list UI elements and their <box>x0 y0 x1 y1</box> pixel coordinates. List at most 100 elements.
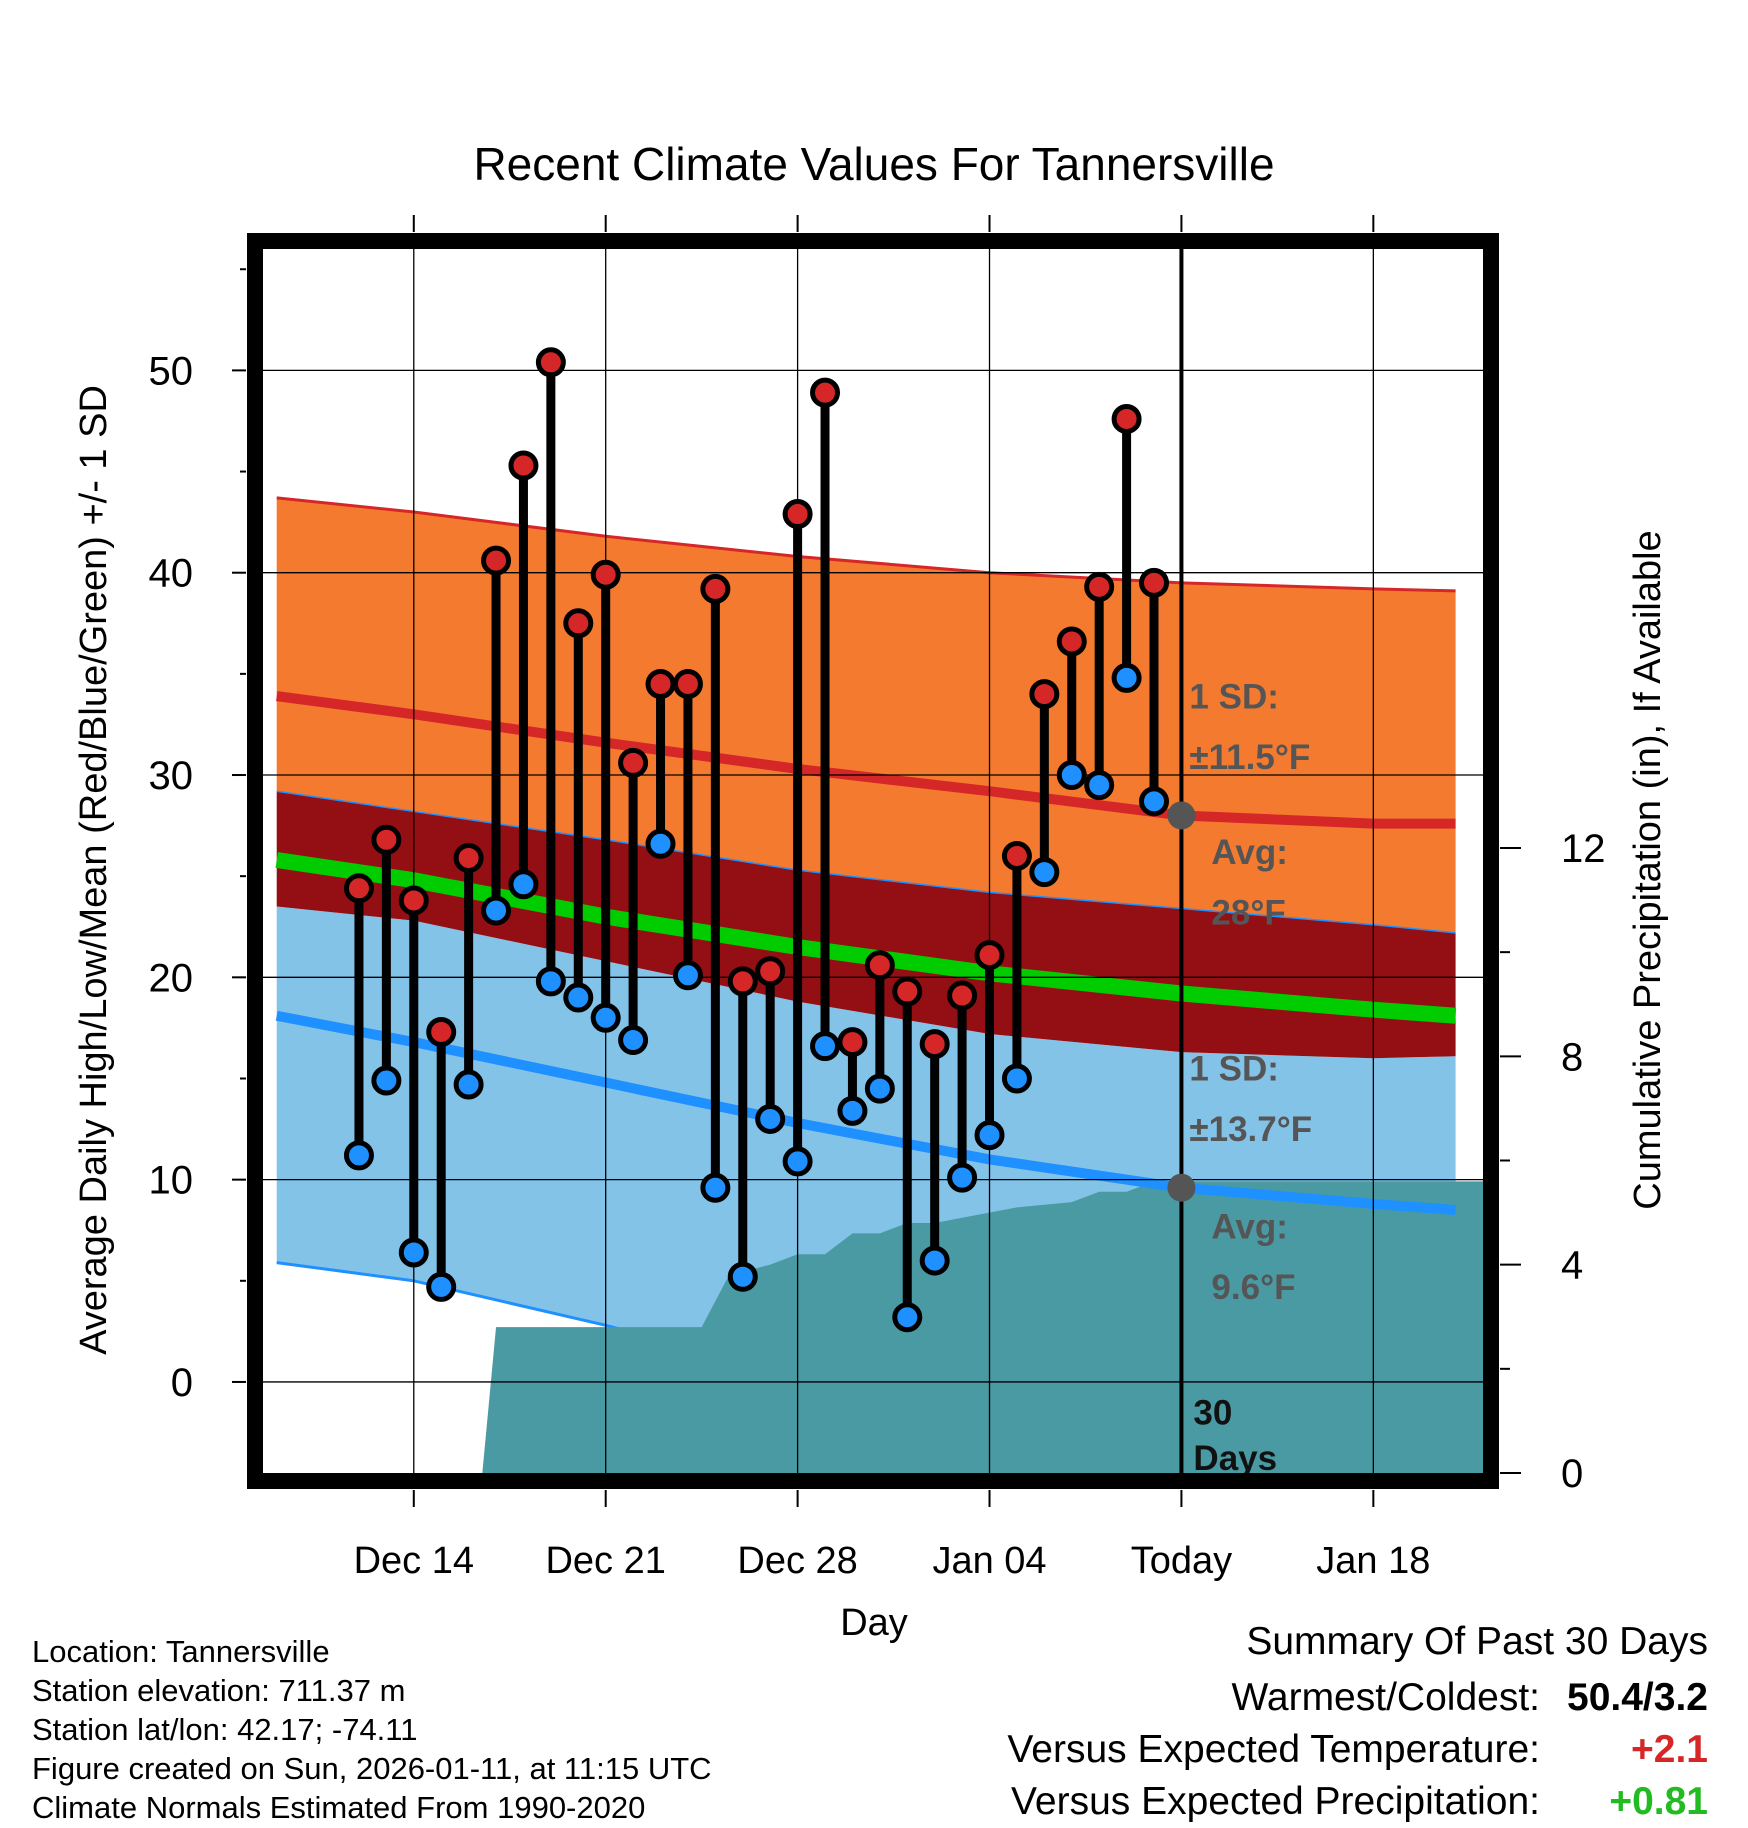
daily-high-point <box>810 377 841 408</box>
precipitation-area <box>482 1181 1483 1473</box>
daily-low-point <box>919 1245 950 1276</box>
precipitation-departure-value: +0.81 <box>1609 1780 1708 1823</box>
daily-low-point <box>974 1120 1005 1151</box>
daily-low-point <box>1139 786 1170 817</box>
y-tick-label: 30 <box>149 754 194 798</box>
summary-warmest-coldest: Warmest/Coldest: 50.4/3.2 <box>1007 1672 1708 1724</box>
daily-low-point <box>755 1103 786 1134</box>
daily-high-point <box>947 980 978 1011</box>
daily-low-point <box>1111 662 1142 693</box>
y-tick-label: 10 <box>149 1159 194 1203</box>
daily-high-point <box>1029 679 1060 710</box>
daily-high-point <box>398 885 429 916</box>
daily-high-point <box>727 966 758 997</box>
daily-high-point <box>892 976 923 1007</box>
precipitation-departure-label: Versus Expected Precipitation: <box>1011 1780 1540 1823</box>
daily-low-point <box>782 1146 813 1177</box>
temperature-departure-value: +2.1 <box>1631 1728 1708 1771</box>
precip-tick-label: 4 <box>1561 1244 1583 1288</box>
low-sd-value: ±13.7°F <box>1189 1110 1312 1149</box>
daily-high-point <box>645 668 676 699</box>
daily-high-point <box>700 573 731 604</box>
daily-low-point <box>508 869 539 900</box>
y-tick-label: 20 <box>149 956 194 1000</box>
daily-low-point <box>1084 770 1115 801</box>
high-sd-value: ±11.5°F <box>1189 738 1310 777</box>
station-info: Location: Tannersville Station elevation… <box>32 1632 712 1827</box>
daily-low-point <box>1056 760 1087 791</box>
x-tick-label: Dec 14 <box>354 1540 474 1582</box>
daily-low-point <box>453 1069 484 1100</box>
high-sd-upper-edge <box>276 496 1456 593</box>
daily-high-point <box>1001 840 1032 871</box>
daily-low-point <box>1001 1063 1032 1094</box>
daily-high-point <box>1084 571 1115 602</box>
daily-high-point <box>563 608 594 639</box>
precip-tick-label: 0 <box>1561 1452 1583 1496</box>
daily-high-point <box>919 1029 950 1060</box>
plot-frame <box>247 233 1499 1489</box>
high-sd-lower-edge <box>276 790 1456 934</box>
x-axis-label: Day <box>840 1602 908 1644</box>
daily-high-point <box>782 499 813 530</box>
warmest-coldest-label: Warmest/Coldest: <box>1231 1676 1540 1719</box>
daily-low-point <box>426 1271 457 1302</box>
daily-low-point <box>837 1095 868 1126</box>
daily-high-point <box>508 450 539 481</box>
summary-heading: Summary Of Past 30 Days <box>1246 1620 1708 1663</box>
high-sd-label: 1 SD: <box>1189 677 1278 716</box>
daily-high-point <box>837 1027 868 1058</box>
x-tick-label: Jan 18 <box>1316 1540 1430 1582</box>
y-tick-label: 40 <box>149 552 194 596</box>
summary-precipitation: Versus Expected Precipitation: +0.81 <box>1007 1776 1708 1828</box>
plot-content <box>263 249 1483 1473</box>
daily-high-point <box>974 940 1005 971</box>
daily-low-point <box>590 1002 621 1033</box>
today-low-avg-marker <box>1167 1173 1196 1202</box>
created-text: Figure created on Sun, 2026-01-11, at 11… <box>32 1751 712 1786</box>
daily-high-point <box>672 668 703 699</box>
daily-high-point <box>453 842 484 873</box>
summary-temperature: Versus Expected Temperature: +2.1 <box>1007 1724 1708 1776</box>
temperature-departure-label: Versus Expected Temperature: <box>1007 1728 1540 1771</box>
x-tick-label: Jan 04 <box>932 1540 1046 1582</box>
precip-tick-label: 8 <box>1561 1035 1583 1079</box>
normal-high-line <box>276 691 1456 829</box>
days-count-label: 30 <box>1193 1393 1232 1432</box>
daily-low-point <box>1029 857 1060 888</box>
daily-high-point <box>343 873 374 904</box>
daily-high-point <box>1139 567 1170 598</box>
latlon-text: Station lat/lon: 42.17; -74.11 <box>32 1712 418 1747</box>
normals-text: Climate Normals Estimated From 1990-2020 <box>32 1790 646 1825</box>
low-avg-label: Avg: <box>1211 1207 1287 1246</box>
daily-low-point <box>371 1065 402 1096</box>
daily-low-point <box>672 960 703 991</box>
high-avg-label: Avg: <box>1211 833 1287 872</box>
daily-low-point <box>700 1172 731 1203</box>
daily-low-point <box>535 966 566 997</box>
high-avg-value: 28°F <box>1211 894 1285 933</box>
daily-high-point <box>481 545 512 576</box>
daily-high-point <box>1056 626 1087 657</box>
daily-high-point <box>371 824 402 855</box>
daily-high-point <box>590 559 621 590</box>
x-tick-label: Dec 28 <box>737 1540 857 1582</box>
daily-high-point <box>426 1016 457 1047</box>
daily-low-point <box>343 1140 374 1171</box>
warmest-coldest-value: 50.4/3.2 <box>1567 1676 1708 1719</box>
summary-panel: Summary Of Past 30 Days Warmest/Coldest:… <box>1007 1620 1708 1828</box>
today-high-avg-marker <box>1167 801 1196 830</box>
location-text: Location: Tannersville <box>32 1634 330 1669</box>
high-sd-band <box>276 497 1456 933</box>
daily-high-point <box>618 747 649 778</box>
daily-low-point <box>563 982 594 1013</box>
elevation-text: Station elevation: 711.37 m <box>32 1673 406 1708</box>
y-tick-label: 0 <box>171 1361 193 1405</box>
daily-low-point <box>892 1302 923 1333</box>
days-word-label: Days <box>1193 1439 1277 1478</box>
normal-low-line <box>275 1010 1456 1215</box>
precip-tick-label: 12 <box>1561 827 1606 871</box>
daily-low-point <box>645 828 676 859</box>
x-tick-label: Dec 21 <box>545 1540 665 1582</box>
